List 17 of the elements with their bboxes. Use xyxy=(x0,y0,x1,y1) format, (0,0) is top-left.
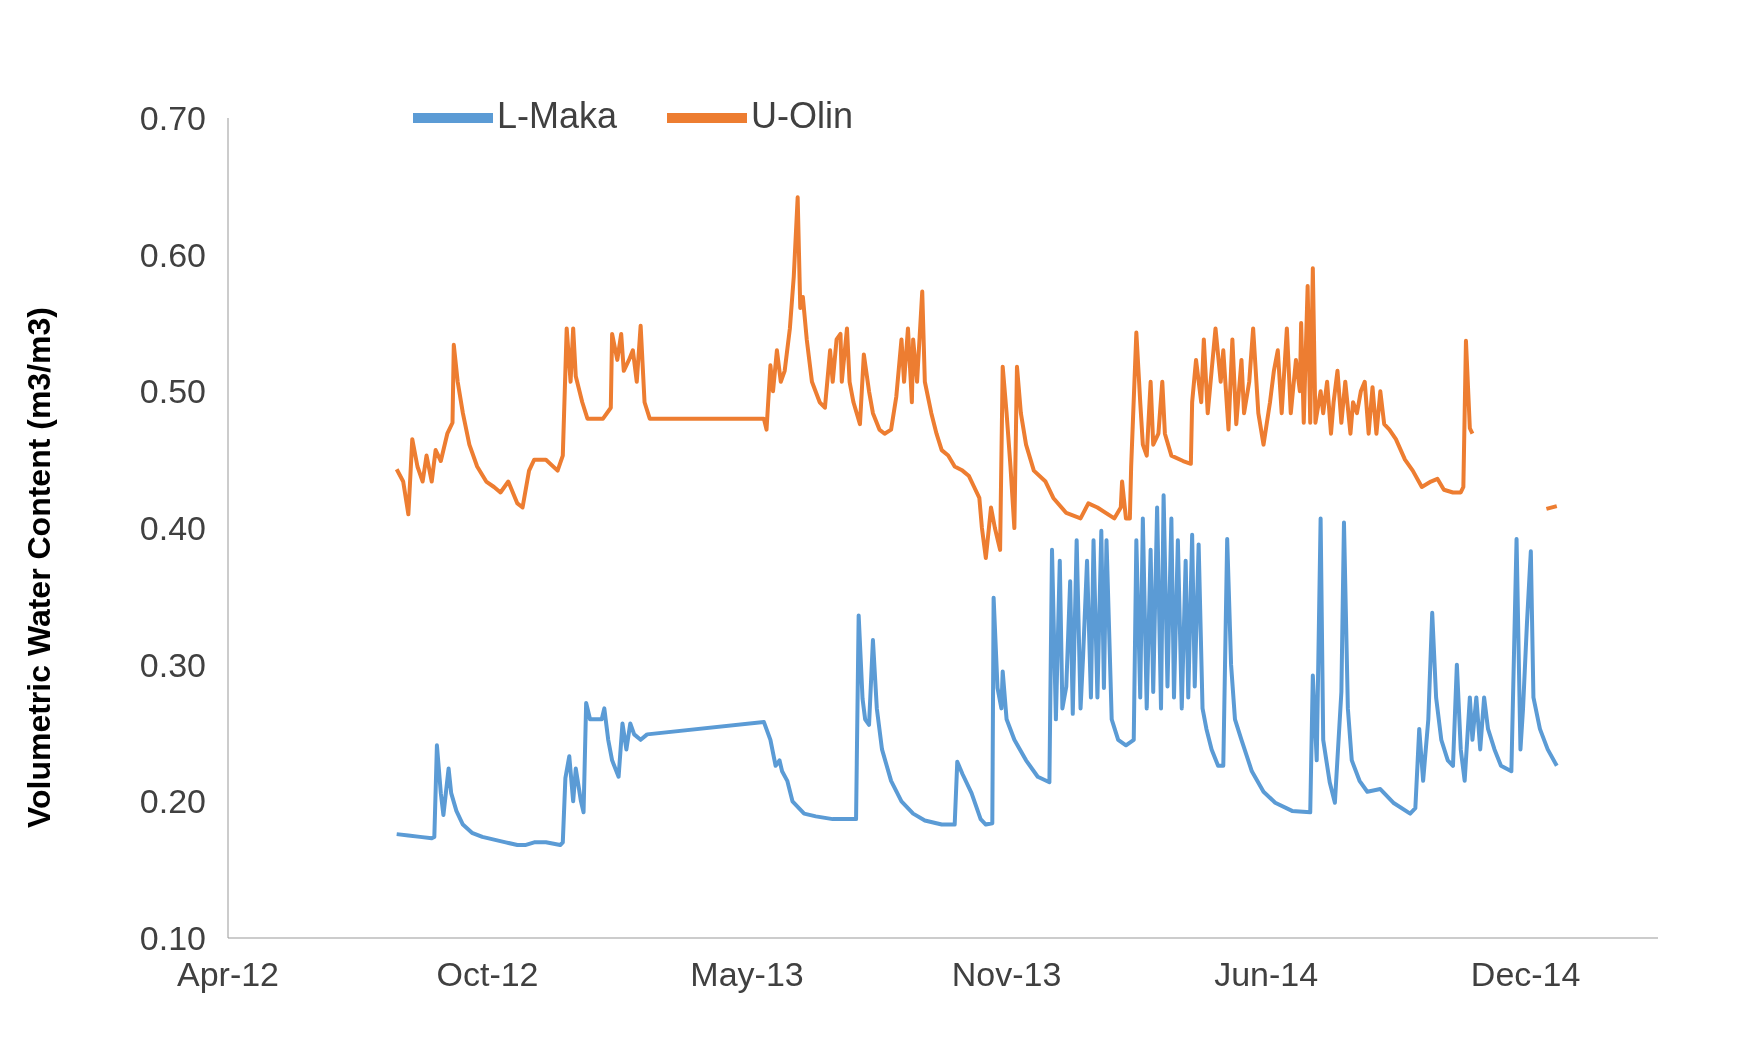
y-tick-label: 0.50 xyxy=(139,372,206,411)
x-tick-label: Nov-13 xyxy=(951,955,1062,994)
y-tick-label: 0.70 xyxy=(139,99,206,138)
x-tick-label: Jun-14 xyxy=(1214,955,1319,994)
legend-label: U-Olin xyxy=(751,94,854,136)
legend-label: L-Maka xyxy=(496,94,618,136)
y-tick-label: 0.10 xyxy=(139,919,206,958)
y-axis-title: Volumetric Water Content (m3/m3) xyxy=(21,307,58,828)
x-tick-label: Oct-12 xyxy=(436,955,539,994)
y-tick-label: 0.20 xyxy=(139,782,206,821)
y-tick-label: 0.30 xyxy=(139,645,206,684)
line-series xyxy=(394,493,1559,848)
x-tick-label: May-13 xyxy=(690,955,804,994)
x-tick-label: Apr-12 xyxy=(176,955,280,994)
x-tick-label: Dec-14 xyxy=(1470,955,1581,994)
y-tick-label: 0.60 xyxy=(139,235,206,274)
y-tick-label: 0.40 xyxy=(139,509,206,548)
